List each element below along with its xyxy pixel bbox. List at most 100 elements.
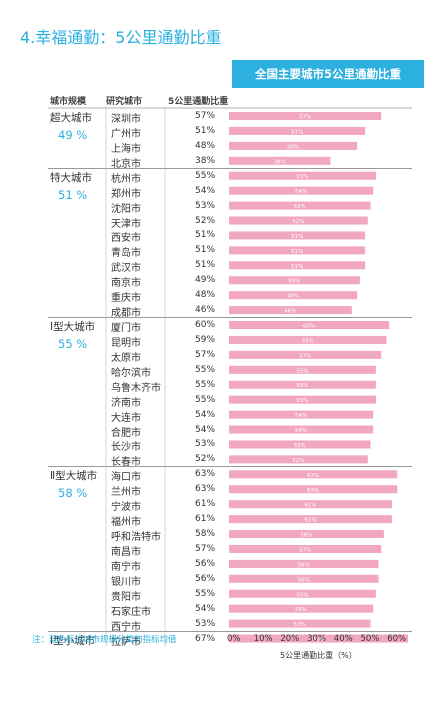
x-tick-label: 30%: [307, 634, 326, 644]
bar-data-label: 55%: [296, 368, 308, 374]
bar-data-label: 54%: [295, 413, 307, 419]
bar: [229, 365, 376, 374]
bar-data-label: 63%: [307, 473, 319, 479]
bar-data-label: 61%: [304, 503, 316, 509]
column-header-value: 5公里通勤比重: [168, 97, 229, 107]
bar: [229, 156, 331, 165]
city-name: 南宁市: [111, 561, 141, 573]
city-name: 广州市: [111, 128, 141, 140]
city-name: 西宁市: [111, 621, 141, 633]
bar: [229, 470, 398, 479]
group-separator: [48, 167, 412, 169]
bar: [229, 321, 390, 330]
bar: [229, 216, 368, 225]
tier-name: 特大城市: [50, 171, 92, 184]
bar: [229, 544, 382, 553]
city-name: 济南市: [111, 397, 141, 409]
bar-data-label: 54%: [295, 607, 307, 613]
city-name: 沈阳市: [111, 203, 141, 215]
bar-data-label: 51%: [291, 129, 303, 135]
bar: [229, 485, 398, 494]
value-label: 55%: [195, 170, 216, 181]
bar-data-label: 67%: [312, 637, 324, 643]
city-name: 杭州市: [111, 173, 141, 185]
bar: [229, 350, 382, 359]
city-name: 呼和浩特市: [111, 532, 161, 544]
bar-data-label: 61%: [304, 518, 316, 524]
bar: [229, 604, 374, 613]
bar: [229, 231, 366, 240]
bar: [229, 380, 376, 389]
bar-data-label: 51%: [291, 249, 303, 255]
bar: [229, 500, 392, 509]
value-label: 38%: [195, 155, 216, 166]
bar-data-label: 56%: [298, 577, 310, 583]
value-label: 53%: [195, 439, 216, 450]
bar: [229, 425, 374, 434]
city-name: 宁波市: [111, 502, 141, 514]
city-name: 南昌市: [111, 546, 141, 558]
x-tick-label: 50%: [361, 634, 380, 644]
bar: [229, 440, 371, 449]
value-label: 53%: [195, 618, 216, 629]
x-tick-label: 10%: [254, 634, 273, 644]
city-name: 合肥市: [111, 427, 141, 439]
city-name: 成都市: [111, 308, 141, 320]
city-name: 长沙市: [111, 442, 141, 454]
bar-data-label: 60%: [303, 324, 315, 330]
bar-data-label: 63%: [307, 488, 319, 494]
city-name: 南京市: [111, 278, 141, 290]
city-name: 长春市: [111, 457, 141, 469]
x-tick-label: 20%: [280, 634, 299, 644]
bar: [229, 589, 376, 598]
city-name: 乌鲁木齐市: [111, 382, 161, 394]
bar: [229, 186, 374, 195]
bar-data-label: 53%: [294, 622, 306, 628]
city-name: 上海市: [111, 143, 141, 155]
tier-name: 超大城市: [50, 112, 92, 124]
city-name: 大连市: [111, 412, 141, 424]
city-name: 深圳市: [111, 114, 141, 125]
city-name: 海口市: [111, 472, 141, 484]
bar-data-label: 53%: [294, 204, 306, 210]
city-name: 西安市: [111, 233, 141, 245]
city-name: 福州市: [111, 517, 141, 529]
bar: [229, 261, 366, 270]
bar-data-label: 57%: [299, 547, 311, 553]
page-title: 4.幸福通勤：5公里通勤比重: [20, 28, 222, 47]
city-name: 太原市: [111, 352, 141, 364]
bar: [229, 291, 358, 300]
bar: [229, 201, 371, 210]
city-name: 郑州市: [111, 188, 141, 200]
tier-name: Ⅱ型大城市: [50, 470, 98, 483]
group-separator: [48, 466, 412, 468]
bar: [229, 515, 392, 524]
bar: [229, 335, 387, 344]
value-label: 51%: [195, 260, 216, 271]
bar-data-label: 52%: [292, 219, 304, 225]
bar: [229, 246, 366, 255]
value-label: 57%: [195, 349, 216, 360]
footnote: 注：蓝色标注城市规模分类的指标均值: [32, 635, 177, 645]
bar-data-label: 57%: [299, 353, 311, 359]
value-label: 56%: [195, 573, 216, 584]
city-name: 青岛市: [111, 248, 141, 260]
bar: [229, 395, 376, 404]
bar: [229, 306, 352, 315]
value-label: 55%: [195, 364, 216, 375]
value-label: 61%: [195, 499, 216, 510]
value-label: 63%: [195, 469, 216, 480]
bar: [229, 574, 379, 583]
city-name: 昆明市: [111, 337, 141, 349]
bar-data-label: 49%: [288, 279, 300, 285]
value-label: 57%: [195, 543, 216, 554]
city-name: 北京市: [111, 158, 141, 170]
city-name: 重庆市: [111, 293, 141, 305]
value-label: 51%: [195, 245, 216, 256]
bar: [229, 112, 382, 120]
x-tick-label: 0%: [227, 634, 241, 644]
value-label: 49%: [195, 275, 216, 286]
bar-data-label: 48%: [287, 144, 299, 150]
value-label: 59%: [195, 334, 216, 345]
value-label: 54%: [195, 603, 216, 614]
